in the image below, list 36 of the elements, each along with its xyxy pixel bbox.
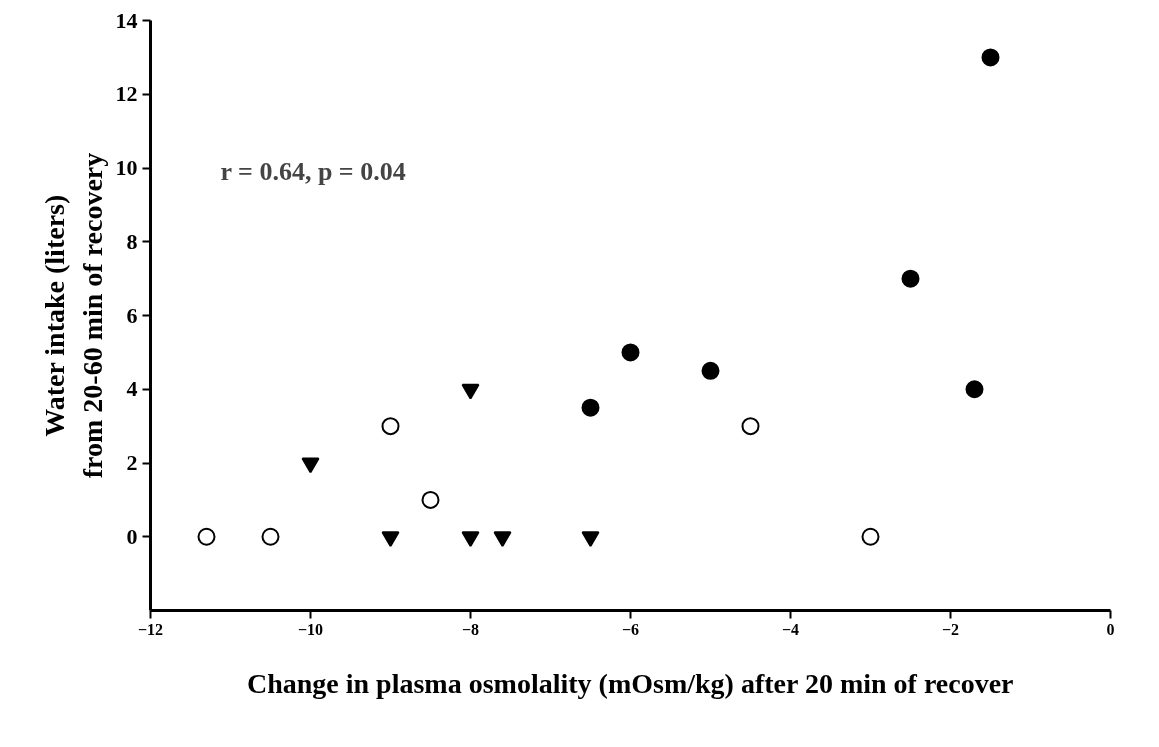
y-tick-label: 14 [115,7,138,33]
point [421,490,440,509]
point [301,457,320,474]
point [701,361,720,380]
x-tick-label: 0 [1106,620,1115,638]
point [581,398,600,417]
point [461,383,480,400]
x-tick-label: −2 [941,620,960,638]
point [381,531,400,547]
point [381,417,400,436]
y-tick-label: 10 [115,155,138,180]
x-tick-label: −4 [781,620,800,638]
annotation: r = 0.64, p = 0.04 [220,156,406,186]
x-tick-label: −8 [461,620,480,638]
y-tick-label: 12 [115,81,138,107]
point [965,380,984,399]
y-tick-label: 6 [126,302,138,328]
point [581,531,600,547]
point [261,527,280,546]
y-tick-label: 2 [126,450,138,475]
y-tick-label: 4 [126,376,138,402]
y-axis-title: Water intake (liters) from 20-60 min of recovery [39,152,108,479]
y-tick-label: 8 [126,228,138,254]
x-tick-label: −6 [621,620,640,638]
x-tick-label: −12 [137,620,164,638]
x-axis-title: Change in plasma osmolality (mOsm/kg) after 20 min of recover [246,667,1014,699]
point [861,527,880,546]
point [461,531,480,547]
point [981,48,1000,67]
point [621,343,640,362]
point [493,531,512,547]
point [197,527,216,546]
x-tick-label: −10 [297,620,324,638]
point [901,269,920,288]
y-tick-label: 0 [126,523,138,549]
point [741,417,760,436]
